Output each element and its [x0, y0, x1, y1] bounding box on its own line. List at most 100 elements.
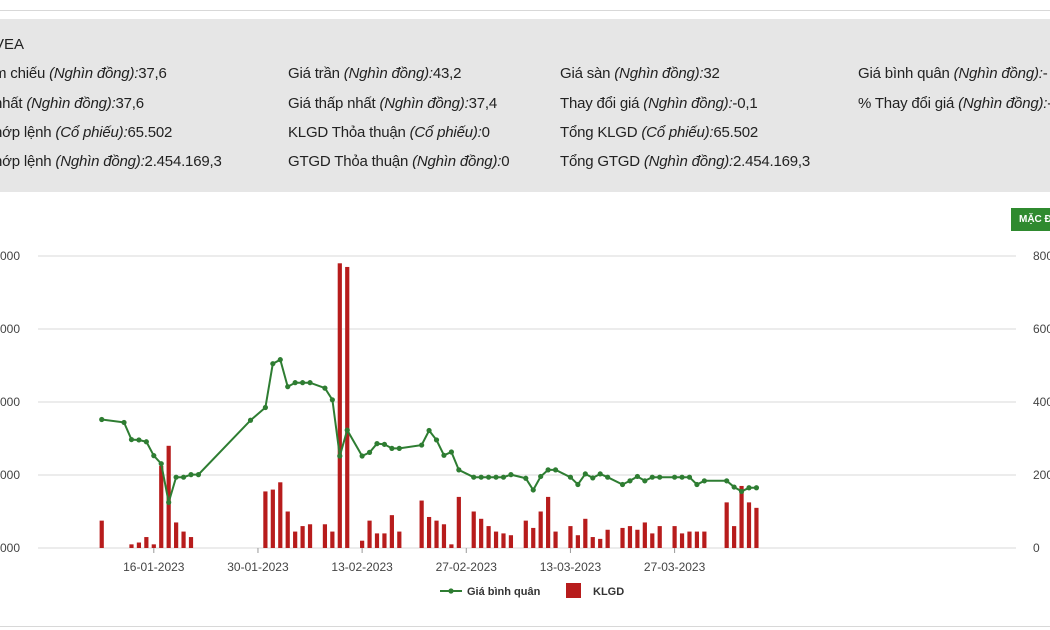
price-point	[679, 474, 685, 480]
info-cell: % Thay đổi giá (Nghìn đồng):-	[858, 95, 1050, 112]
info-value: 65.502	[127, 124, 173, 141]
price-point	[262, 404, 268, 411]
price-point	[642, 478, 648, 484]
info-label: Giá bình quân	[858, 65, 954, 82]
volume-bar	[702, 531, 707, 548]
price-point	[582, 471, 588, 477]
info-label: % Thay đổi giá	[858, 95, 959, 112]
volume-bar	[345, 266, 350, 548]
legend-bar-swatch	[566, 583, 581, 598]
price-point	[359, 453, 365, 459]
volume-bar	[136, 542, 142, 548]
price-point	[627, 478, 633, 484]
default-view-button[interactable]: MẶC Đ	[1011, 208, 1050, 231]
volume-bar	[746, 502, 752, 548]
price-point	[99, 416, 105, 423]
volume-bar	[635, 529, 640, 548]
info-label: KLGD Thỏa thuận	[288, 124, 410, 141]
price-point	[366, 449, 373, 455]
info-label: hớp lệnh	[0, 153, 56, 170]
volume-bar	[546, 496, 551, 548]
price-point	[523, 475, 529, 481]
price-point	[597, 471, 603, 477]
info-cell: Giá sàn (Nghìn đồng):32	[560, 65, 720, 82]
x-tick-label: 30-01-2023	[227, 560, 289, 574]
volume-bar	[159, 465, 164, 548]
volume-bar	[620, 527, 625, 548]
volume-bar	[449, 544, 454, 548]
volume-bar	[568, 526, 573, 548]
price-point	[619, 481, 626, 488]
price-point	[195, 472, 202, 478]
volume-bar	[419, 500, 424, 548]
price-point	[188, 472, 194, 478]
info-cell: hớp lệnh (Cổ phiếu):65.502	[0, 124, 172, 141]
price-point	[136, 437, 142, 443]
volume-bar	[590, 537, 595, 548]
volume-bar	[508, 535, 514, 548]
volume-bar	[605, 529, 610, 548]
info-unit: (Cổ phiếu):	[55, 124, 128, 141]
price-point	[738, 488, 745, 495]
volume-bar	[188, 537, 194, 548]
volume-bar	[263, 491, 268, 548]
price-point	[567, 474, 574, 480]
volume-bar	[732, 526, 737, 548]
info-row: hớp lệnh (Nghìn đồng):2.454.169,3 GTGD Th…	[0, 153, 1050, 177]
price-point	[337, 453, 343, 459]
info-label: GTGD Thỏa thuận	[288, 153, 413, 170]
info-value: -	[1047, 95, 1050, 112]
volume-bar	[575, 535, 580, 548]
x-tick-label: 13-02-2023	[331, 560, 393, 574]
info-cell: Thay đổi giá (Nghìn đồng):-0,1	[560, 95, 758, 112]
info-label: Tổng KLGD	[560, 124, 642, 141]
volume-bar	[367, 520, 372, 548]
x-tick-label: 13-03-2023	[540, 560, 602, 574]
price-point	[500, 474, 507, 480]
info-unit: (Nghìn đồng):	[412, 153, 502, 170]
volume-bar	[456, 496, 461, 548]
price-point	[471, 474, 477, 480]
volume-bar	[501, 533, 506, 548]
info-unit: (Nghìn đồng):	[614, 65, 704, 82]
price-point	[419, 442, 425, 448]
volume-bar	[679, 533, 685, 548]
top-divider	[0, 10, 1050, 11]
volume-bar	[322, 524, 328, 548]
right-tick-label: 400	[1033, 395, 1050, 409]
price-point	[389, 445, 395, 451]
price-point	[686, 474, 693, 480]
price-point	[530, 487, 536, 493]
price-point	[605, 474, 611, 480]
info-value: 0	[501, 153, 510, 170]
price-point	[300, 380, 306, 386]
price-point	[649, 474, 655, 480]
price-point	[753, 485, 760, 491]
price-point	[478, 474, 484, 480]
info-cell: Giá thấp nhất (Nghìn đồng):37,4	[288, 95, 497, 112]
price-point	[538, 473, 544, 480]
volume-bar	[144, 537, 149, 548]
info-unit: (Cổ phiếu):	[641, 124, 714, 141]
price-point	[657, 474, 663, 480]
price-point	[292, 380, 298, 386]
volume-bar	[285, 511, 290, 548]
volume-bar	[531, 527, 536, 548]
info-unit: (Nghìn đồng):	[643, 153, 733, 170]
info-cell: KLGD Thỏa thuận (Cổ phiếu):0	[288, 124, 490, 141]
info-cell: GTGD Thỏa thuận (Nghìn đồng):0	[288, 153, 510, 170]
info-cell: Giá bình quân (Nghìn đồng):-	[858, 65, 1048, 82]
legend-label: Giá bình quân	[467, 586, 541, 598]
legend-label: KLGD	[593, 586, 624, 598]
volume-bar	[479, 518, 484, 548]
price-point	[381, 441, 388, 447]
volume-bar	[382, 533, 387, 548]
volume-bar	[441, 524, 447, 548]
volume-bar	[330, 531, 335, 548]
price-point	[143, 439, 149, 445]
x-tick-label: 16-01-2023	[123, 560, 185, 574]
price-point	[486, 474, 492, 480]
